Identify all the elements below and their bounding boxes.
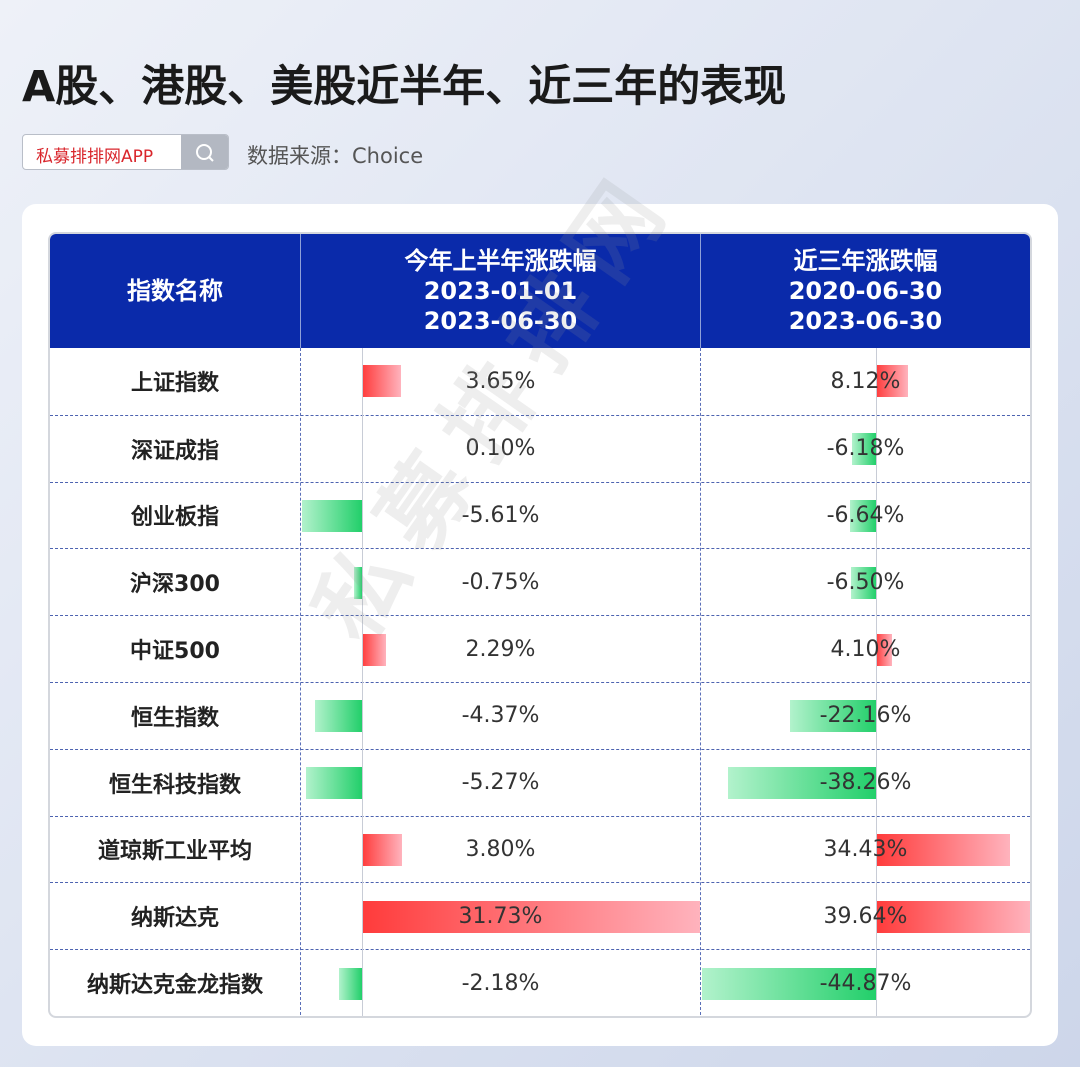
search-icon: [196, 144, 214, 162]
header-start: 2020-06-30: [788, 277, 943, 305]
value-label: -5.61%: [461, 502, 540, 528]
header-name: 近三年涨跌幅: [793, 247, 938, 275]
index-name: 创业板指: [130, 505, 219, 531]
header-start: 2023-01-01: [423, 277, 578, 305]
index-name: 道琼斯工业平均: [97, 839, 252, 865]
table-row: 上证指数 3.65% 8.12%: [50, 348, 1030, 415]
table-row: 创业板指 -5.61% -6.64%: [50, 481, 1030, 549]
data-bar: [353, 566, 362, 599]
search-button[interactable]: [181, 135, 228, 169]
value-label: 31.73%: [458, 903, 543, 929]
table: 指数名称 今年上半年涨跌幅 2023-01-01 2023-06-30 近三年涨跌幅 20…: [48, 232, 1032, 1018]
data-bar: [315, 700, 362, 733]
data-bar: [302, 499, 362, 532]
value-label: -4.37%: [461, 703, 540, 729]
header-name: 今年上半年涨跌幅: [404, 247, 597, 275]
header-name: 指数名称: [127, 277, 223, 305]
table-row: 恒生科技指数 -5.27% -38.26%: [50, 748, 1030, 816]
header-end: 2023-06-30: [423, 307, 578, 335]
table-row: 纳斯达克金龙指数 -2.18% -44.87%: [50, 949, 1030, 1016]
header-cell: 今年上半年涨跌幅 2023-01-01 2023-06-30: [301, 234, 700, 348]
data-bar: [876, 900, 1030, 933]
value-label: -2.18%: [461, 970, 540, 996]
column-separator: [700, 234, 701, 348]
value-label: 2.29%: [465, 636, 536, 662]
value-label: -0.75%: [461, 569, 540, 595]
value-label: -6.50%: [826, 569, 905, 595]
index-name: 中证500: [130, 639, 220, 665]
data-bar: [361, 365, 401, 398]
table-header: 指数名称 今年上半年涨跌幅 2023-01-01 2023-06-30 近三年涨跌幅 20…: [50, 234, 1030, 348]
value-label: 4.10%: [830, 636, 901, 662]
header-cell: 指数名称: [50, 234, 300, 348]
badge-text: 私募排排网APP: [36, 147, 154, 167]
index-name: 沪深300: [130, 572, 220, 598]
value-label: 39.64%: [823, 903, 908, 929]
data-bar: [361, 900, 700, 933]
value-label: -38.26%: [819, 770, 912, 796]
index-name: 纳斯达克金龙指数: [86, 973, 263, 999]
header-cell: 近三年涨跌幅 2020-06-30 2023-06-30: [701, 234, 1030, 348]
data-bar: [850, 566, 877, 599]
data-bar: [727, 767, 877, 800]
table-row: 深证成指 0.10% -6.18%: [50, 414, 1030, 482]
page-title: A股、港股、美股近半年、近三年的表现: [22, 62, 787, 112]
data-bar: [876, 365, 908, 398]
value-label: 3.80%: [465, 836, 536, 862]
header-end: 2023-06-30: [788, 307, 943, 335]
data-bar: [361, 833, 403, 866]
data-bar: [702, 967, 877, 1000]
value-label: -5.27%: [461, 770, 540, 796]
zero-line: [876, 348, 878, 1016]
table-row: 中证500 2.29% 4.10%: [50, 615, 1030, 682]
index-name: 恒生科技指数: [108, 772, 241, 798]
index-name: 恒生指数: [130, 705, 219, 731]
table-row: 纳斯达克 31.73% 39.64%: [50, 882, 1030, 949]
data-bar: [852, 433, 877, 466]
data-bar: [361, 633, 387, 666]
data-bar: [876, 633, 893, 666]
search-badge[interactable]: 私募排排网APP: [22, 134, 229, 170]
table-row: 道琼斯工业平均 3.80% 34.43%: [50, 815, 1030, 883]
value-label: -44.87%: [819, 970, 912, 996]
data-source: 数据来源：Choice: [247, 144, 424, 168]
column-separator: [300, 234, 301, 348]
data-bar: [850, 499, 877, 532]
value-label: -6.64%: [826, 502, 905, 528]
value-label: 8.12%: [830, 368, 901, 394]
index-name: 深证成指: [130, 438, 219, 464]
table-row: 恒生指数 -4.37% -22.16%: [50, 682, 1030, 749]
index-name: 上证指数: [130, 371, 219, 397]
data-bar: [876, 833, 1010, 866]
value-label: 34.43%: [823, 836, 908, 862]
value-label: -6.18%: [826, 436, 905, 462]
zero-line: [361, 348, 363, 1016]
table-row: 沪深300 -0.75% -6.50%: [50, 548, 1030, 615]
index-name: 纳斯达克: [130, 906, 219, 932]
value-label: -22.16%: [819, 703, 912, 729]
data-bar: [305, 767, 362, 800]
data-bar: [338, 967, 362, 1000]
value-label: 3.65%: [465, 368, 536, 394]
value-label: 0.10%: [465, 436, 536, 462]
data-bar: [790, 700, 877, 733]
